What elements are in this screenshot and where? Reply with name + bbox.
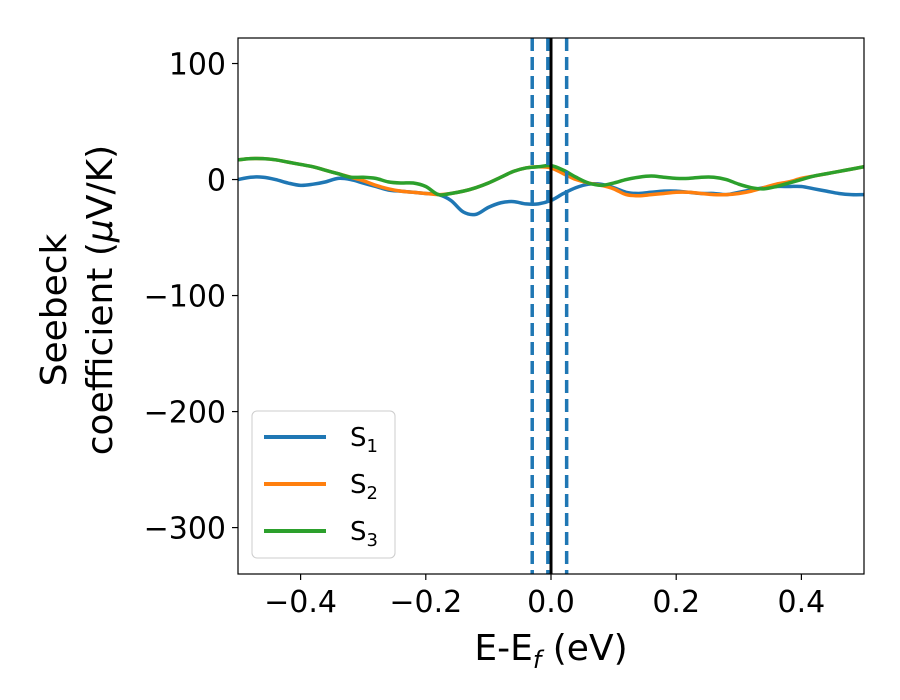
vline-layer (530, 38, 569, 574)
legend-label-s3: S3 (350, 517, 378, 551)
y-tick-label: −100 (144, 280, 226, 315)
legend: S1 S2 S3 (251, 410, 396, 559)
x-tick-label: −0.2 (389, 585, 462, 620)
y-tick-label: −300 (144, 512, 226, 547)
x-axis-ticks: −0.4 −0.2 0.0 0.2 0.4 (264, 574, 825, 620)
x-tick-label: −0.4 (264, 585, 337, 620)
x-tick-label: 0.4 (778, 585, 826, 620)
y-axis-ticks: 100 0 −100 −200 −300 (144, 48, 238, 547)
y-tick-label: 0 (207, 164, 226, 199)
y-axis-label-line2: coefficient (μV/K) (80, 145, 121, 455)
legend-label-s1: S1 (350, 423, 378, 457)
y-axis-label-line1: Seebeck (34, 233, 75, 386)
x-tick-label: 0.2 (652, 585, 700, 620)
y-tick-label: 100 (169, 48, 226, 83)
y-axis-label: Seebeck coefficient (μV/K) (34, 145, 121, 455)
x-axis-label: E-Ef (eV) (474, 628, 627, 674)
legend-label-s2: S2 (350, 470, 378, 504)
legend-items: S1 S2 S3 (264, 423, 378, 551)
y-tick-label: −200 (144, 396, 226, 431)
x-tick-label: 0.0 (527, 585, 575, 620)
